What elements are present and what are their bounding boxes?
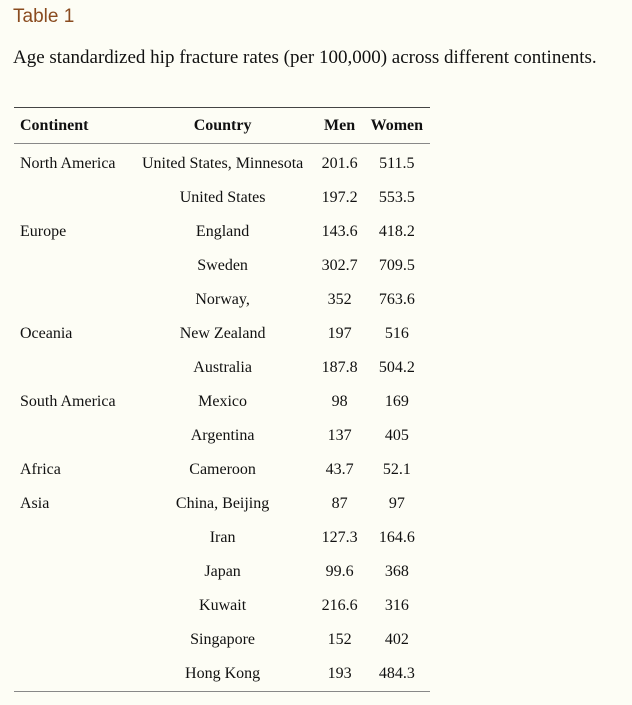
country-cell: Japan (204, 563, 241, 580)
table-row: Japan 99.6 368 (14, 555, 430, 589)
column-header-country: Country (129, 107, 316, 144)
table-row: Hong Kong 193 484.3 (14, 657, 430, 692)
table-caption: Age standardized hip fracture rates (per… (13, 47, 597, 68)
women-cell: 418.2 (378, 223, 415, 240)
country-cell: Sweden (197, 257, 248, 274)
continent-cell (14, 623, 130, 657)
women-cell: 402 (384, 631, 409, 648)
women-cell: 97 (388, 495, 405, 512)
continent-cell (14, 249, 130, 283)
continent-cell: North America (20, 155, 116, 172)
country-cell: Cameroon (189, 461, 256, 478)
country-cell: Australia (193, 359, 252, 376)
country-cell: Norway, (195, 291, 250, 308)
continent-cell (14, 351, 130, 385)
table-row: Europe England 143.6 418.2 (14, 215, 430, 249)
column-header-continent: Continent (14, 107, 130, 144)
continent-cell (14, 555, 130, 589)
women-cell: 484.3 (378, 665, 415, 682)
women-cell: 52.1 (382, 461, 411, 478)
men-cell: 143.6 (321, 223, 358, 240)
men-cell: 43.7 (325, 461, 354, 478)
table-row: Argentina 137 405 (14, 419, 430, 453)
table-row: Oceania New Zealand 197 516 (14, 317, 430, 351)
continent-cell: Europe (20, 223, 67, 240)
women-cell: 164.6 (378, 529, 415, 546)
column-header-men: Men (315, 107, 364, 144)
table-row: United States 197.2 553.5 (14, 181, 430, 215)
hip-fracture-table: Continent Country Men Women North Americ… (14, 107, 430, 692)
table-body: North America United States, Minnesota 201… (14, 144, 430, 692)
country-cell: China, Beijing (175, 495, 270, 512)
country-cell: New Zealand (179, 325, 266, 342)
continent-cell: Africa (20, 461, 61, 478)
table-row: Australia 187.8 504.2 (14, 351, 430, 385)
men-cell: 87 (331, 495, 348, 512)
country-cell: United States (179, 189, 266, 206)
women-cell: 504.2 (378, 359, 415, 376)
men-cell: 98 (331, 393, 348, 410)
table-row: Norway, 352 763.6 (14, 283, 430, 317)
men-cell: 99.6 (325, 563, 354, 580)
country-cell: Iran (209, 529, 236, 546)
continent-cell (14, 419, 130, 453)
women-cell: 169 (384, 393, 409, 410)
table-label: Table 1 (13, 6, 75, 27)
continent-cell (14, 521, 130, 555)
continent-cell (14, 657, 130, 692)
women-cell: 316 (384, 597, 409, 614)
continent-cell: Asia (20, 495, 50, 512)
men-cell: 197.2 (321, 189, 358, 206)
women-cell: 405 (384, 427, 409, 444)
country-cell: Mexico (198, 393, 248, 410)
men-cell: 127.3 (321, 529, 358, 546)
continent-cell (14, 283, 130, 317)
table-row: Kuwait 216.6 316 (14, 589, 430, 623)
men-cell: 193 (327, 665, 352, 682)
country-cell: Argentina (190, 427, 255, 444)
continent-cell (14, 589, 130, 623)
country-cell: Hong Kong (185, 665, 261, 682)
table-row: Asia China, Beijing 87 97 (14, 487, 430, 521)
table-row: South America Mexico 98 169 (14, 385, 430, 419)
table-row: North America United States, Minnesota 201… (14, 144, 430, 182)
men-cell: 152 (327, 631, 352, 648)
men-cell: 197 (327, 325, 352, 342)
men-cell: 201.6 (321, 155, 358, 172)
women-cell: 709.5 (378, 257, 415, 274)
country-cell: United States, Minnesota (141, 155, 304, 172)
men-cell: 187.8 (321, 359, 358, 376)
country-cell: Kuwait (199, 597, 247, 614)
men-cell: 302.7 (321, 257, 358, 274)
women-cell: 553.5 (378, 189, 415, 206)
women-cell: 763.6 (378, 291, 415, 308)
column-header-women: Women (363, 107, 430, 144)
men-cell: 216.6 (321, 597, 358, 614)
women-cell: 516 (384, 325, 409, 342)
continent-cell: Oceania (20, 325, 73, 342)
men-cell: 137 (327, 427, 352, 444)
table-row: Africa Cameroon 43.7 52.1 (14, 453, 430, 487)
continent-cell: South America (20, 393, 116, 410)
women-cell: 368 (384, 563, 409, 580)
men-cell: 352 (327, 291, 352, 308)
table-row: Iran 127.3 164.6 (14, 521, 430, 555)
table-row: Singapore 152 402 (14, 623, 430, 657)
country-cell: England (195, 223, 250, 240)
country-cell: Singapore (190, 631, 256, 648)
table-header-row: Continent Country Men Women (14, 107, 430, 144)
continent-cell (14, 181, 130, 215)
women-cell: 511.5 (379, 155, 415, 172)
table-row: Sweden 302.7 709.5 (14, 249, 430, 283)
